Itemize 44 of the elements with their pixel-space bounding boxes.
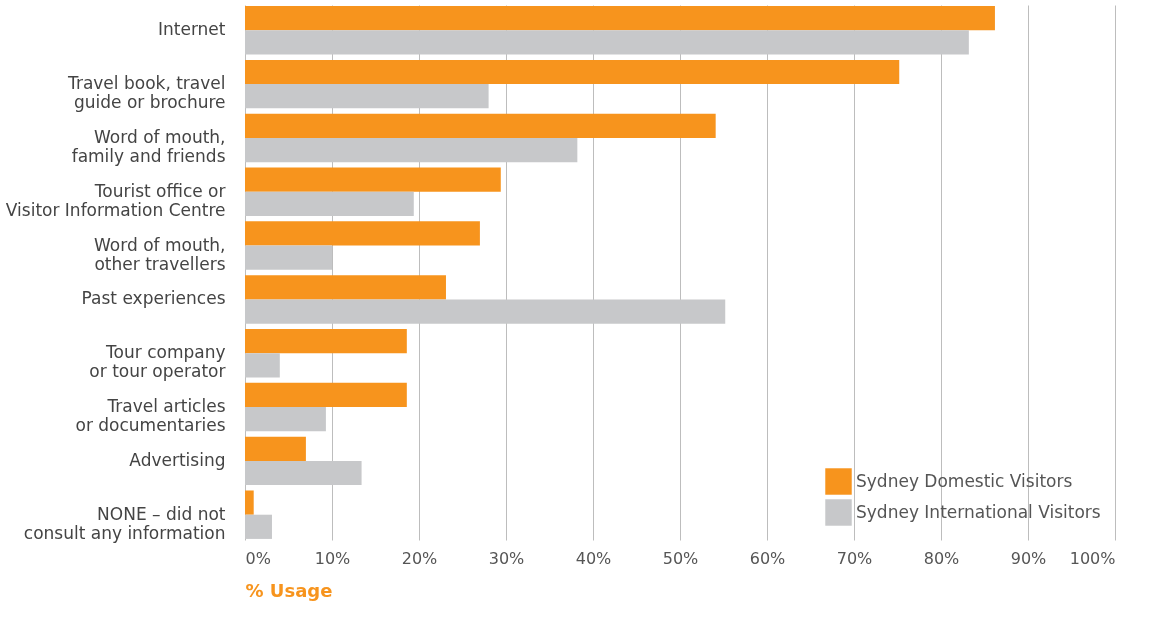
x-tick-label: 0% [245, 548, 271, 568]
legend-label: Sydney Domestic Visitors [856, 470, 1073, 491]
bar [245, 6, 995, 31]
bar [245, 245, 332, 270]
x-tick-label: 10% [314, 548, 351, 568]
bar [245, 490, 254, 515]
bar [245, 353, 280, 378]
bar [245, 59, 900, 85]
y-tick-label: NONE – did not consult any information [23, 503, 226, 543]
x-tick-label: 30% [488, 548, 525, 568]
y-tick-label: Internet [157, 19, 226, 40]
bar [245, 84, 489, 109]
y-tick-label: Tourist office or Visitor Information Centre [5, 180, 226, 220]
bar [245, 137, 578, 163]
y-tick-label: Word of mouth, family and friends [71, 126, 226, 166]
x-tick-label: 90% [1010, 548, 1047, 568]
x-axis-title: % Usage [245, 579, 333, 601]
bar [245, 191, 414, 216]
x-tick-label: 50% [662, 548, 699, 568]
y-tick-label: Advertising [129, 449, 226, 470]
bar [245, 514, 272, 539]
bar [245, 436, 306, 461]
y-tick-label: Past experiences [81, 288, 226, 309]
bar [245, 382, 407, 408]
bar [245, 299, 726, 324]
bar [245, 30, 969, 55]
y-tick-label: Travel articles or documentaries [75, 396, 226, 436]
x-tick-label: 100% [1069, 548, 1116, 568]
x-tick-label: 20% [401, 548, 438, 568]
x-tick-label: 40% [575, 548, 612, 568]
y-tick-label: Word of mouth, other travellers [94, 234, 226, 274]
x-tick-label: 80% [923, 548, 960, 568]
y-tick-label: Tour company or tour operator [89, 342, 226, 382]
x-tick-label: 60% [749, 548, 786, 568]
bar [245, 221, 480, 246]
bar [245, 407, 326, 432]
bar [245, 275, 446, 300]
y-tick-label: Travel book, travel guide or brochure [67, 73, 226, 113]
x-tick-label: 70% [836, 548, 873, 568]
bar [245, 167, 501, 192]
bar [245, 113, 716, 138]
bar [245, 329, 407, 354]
legend-label: Sydney International Visitors [856, 501, 1101, 522]
bar [245, 460, 362, 486]
